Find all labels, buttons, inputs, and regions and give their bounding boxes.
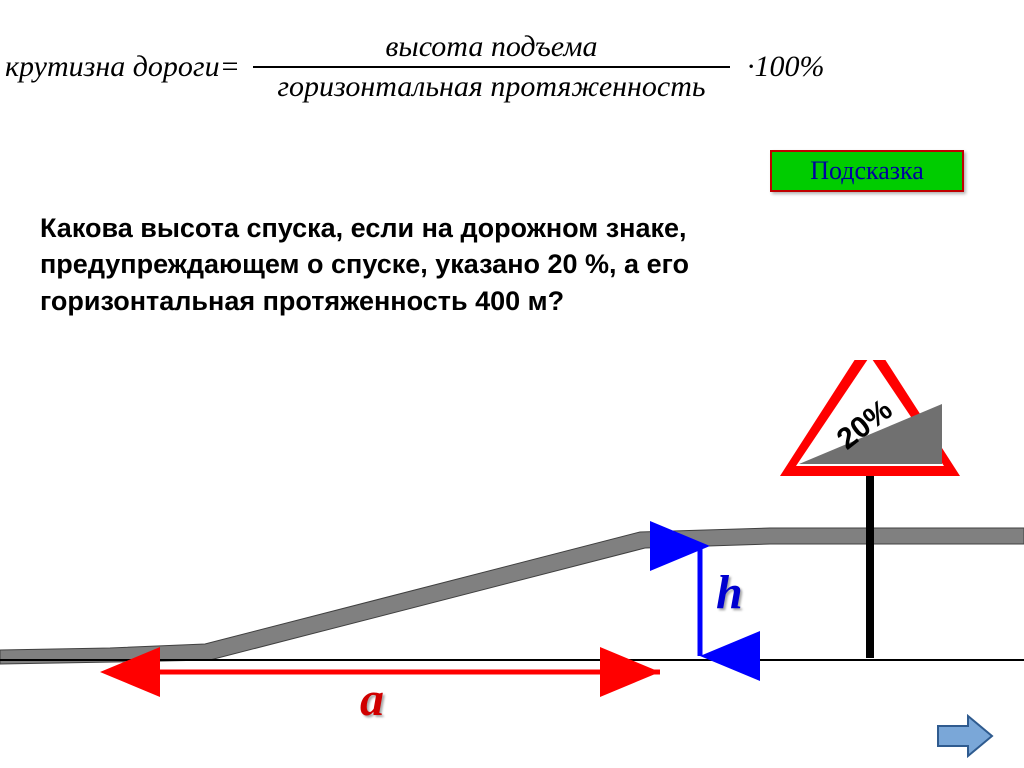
road-diagram: a h 20% [0,360,1024,768]
formula-fraction: высота подъема горизонтальная протяженно… [253,30,729,104]
hint-button[interactable]: Подсказка [770,150,964,192]
next-button[interactable] [934,714,994,758]
h-label: h [716,565,743,620]
next-arrow-icon [934,714,994,758]
sign-pole [866,460,874,658]
formula-denominator: горизонтальная протяженность [253,66,729,104]
formula-lhs: крутизна дороги= [5,50,240,84]
problem-text: Какова высота спуска, если на дорожном з… [40,210,860,319]
a-label: a [360,672,384,727]
formula-numerator: высота подъема [253,30,729,66]
slope-formula: крутизна дороги= высота подъема горизонт… [5,30,905,104]
formula-rhs: ·100% [747,50,825,84]
